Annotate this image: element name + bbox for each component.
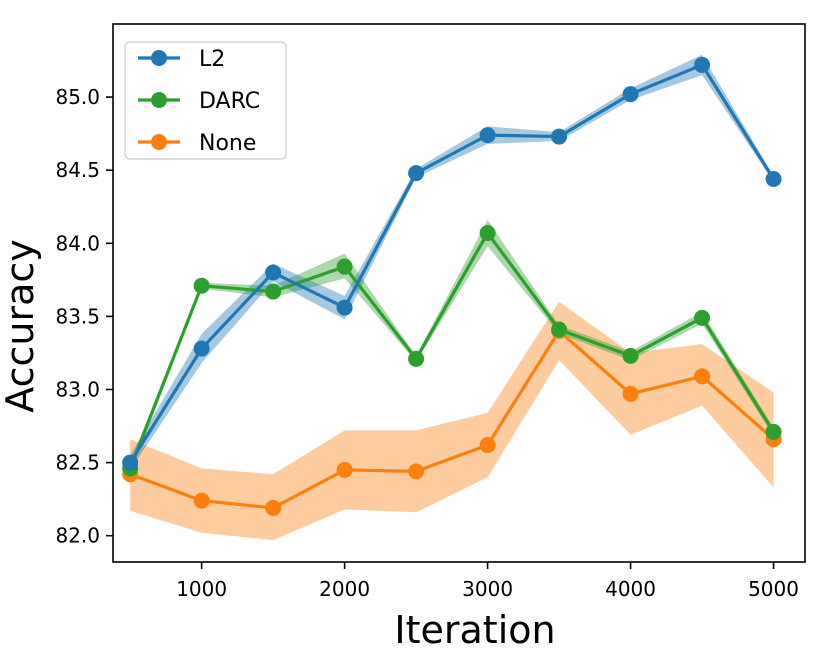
y-tick-label-84: 84.0 bbox=[55, 231, 100, 255]
series-lines bbox=[122, 56, 782, 516]
legend-marker-darc bbox=[151, 92, 167, 108]
point-none-3000 bbox=[479, 437, 496, 454]
point-none-1000 bbox=[193, 492, 210, 509]
point-darc-1500 bbox=[265, 283, 282, 300]
point-l2-2000 bbox=[336, 299, 353, 316]
point-darc-2500 bbox=[408, 350, 425, 367]
x-tick-label-2000: 2000 bbox=[319, 577, 370, 601]
point-l2-4000 bbox=[622, 86, 639, 103]
point-l2-4500 bbox=[694, 56, 711, 73]
y-tick-label-82: 82.0 bbox=[55, 524, 100, 548]
point-l2-3500 bbox=[551, 128, 568, 145]
y-tick-label-83.5: 83.5 bbox=[55, 304, 100, 328]
line-l2 bbox=[128, 63, 775, 464]
x-tick-label-5000: 5000 bbox=[748, 577, 799, 601]
point-darc-4500 bbox=[694, 309, 711, 326]
y-axis-title: Accuracy bbox=[0, 239, 42, 413]
y-tick-label-85: 85.0 bbox=[55, 85, 100, 109]
point-darc-2000 bbox=[336, 258, 353, 275]
axes: 1000 2000 3000 4000 5000 82.0 82.5 83.0 83.5 84.0… bbox=[55, 23, 806, 601]
x-tick-label-3000: 3000 bbox=[462, 577, 513, 601]
point-l2-1000 bbox=[193, 340, 210, 357]
confidence-bands bbox=[130, 54, 774, 541]
point-l2-2500 bbox=[408, 165, 425, 182]
legend-label-none: None bbox=[199, 131, 256, 156]
legend-marker-none bbox=[151, 134, 167, 150]
point-none-1500 bbox=[265, 499, 282, 516]
legend: L2 DARC None bbox=[124, 41, 287, 160]
point-none-4500 bbox=[694, 368, 711, 385]
x-tick-label-4000: 4000 bbox=[605, 577, 656, 601]
line-darc bbox=[128, 231, 775, 470]
point-l2-1500 bbox=[265, 264, 282, 281]
point-darc-3000 bbox=[479, 225, 496, 242]
legend-label-darc: DARC bbox=[199, 89, 260, 114]
legend-marker-l2 bbox=[151, 50, 167, 66]
point-none-4000 bbox=[622, 385, 639, 402]
point-l2-500 bbox=[122, 454, 139, 471]
point-darc-1000 bbox=[193, 277, 210, 294]
legend-label-l2: L2 bbox=[199, 47, 225, 72]
point-darc-5000 bbox=[765, 423, 782, 440]
point-none-2000 bbox=[336, 461, 353, 478]
point-l2-3000 bbox=[479, 127, 496, 144]
point-darc-4000 bbox=[622, 347, 639, 364]
y-tick-label-83: 83.0 bbox=[55, 377, 100, 401]
point-darc-3500 bbox=[551, 321, 568, 338]
y-tick-label-84.5: 84.5 bbox=[55, 158, 100, 182]
point-l2-5000 bbox=[765, 170, 782, 187]
x-axis-title: Iteration bbox=[394, 608, 555, 652]
point-none-2500 bbox=[408, 463, 425, 480]
band-darc bbox=[130, 219, 774, 475]
legend-box bbox=[124, 41, 287, 160]
plot-frame bbox=[112, 23, 806, 563]
x-tick-label-1000: 1000 bbox=[176, 577, 227, 601]
band-none bbox=[130, 301, 774, 541]
line-none bbox=[129, 329, 775, 510]
y-tick-label-82.5: 82.5 bbox=[55, 451, 100, 475]
